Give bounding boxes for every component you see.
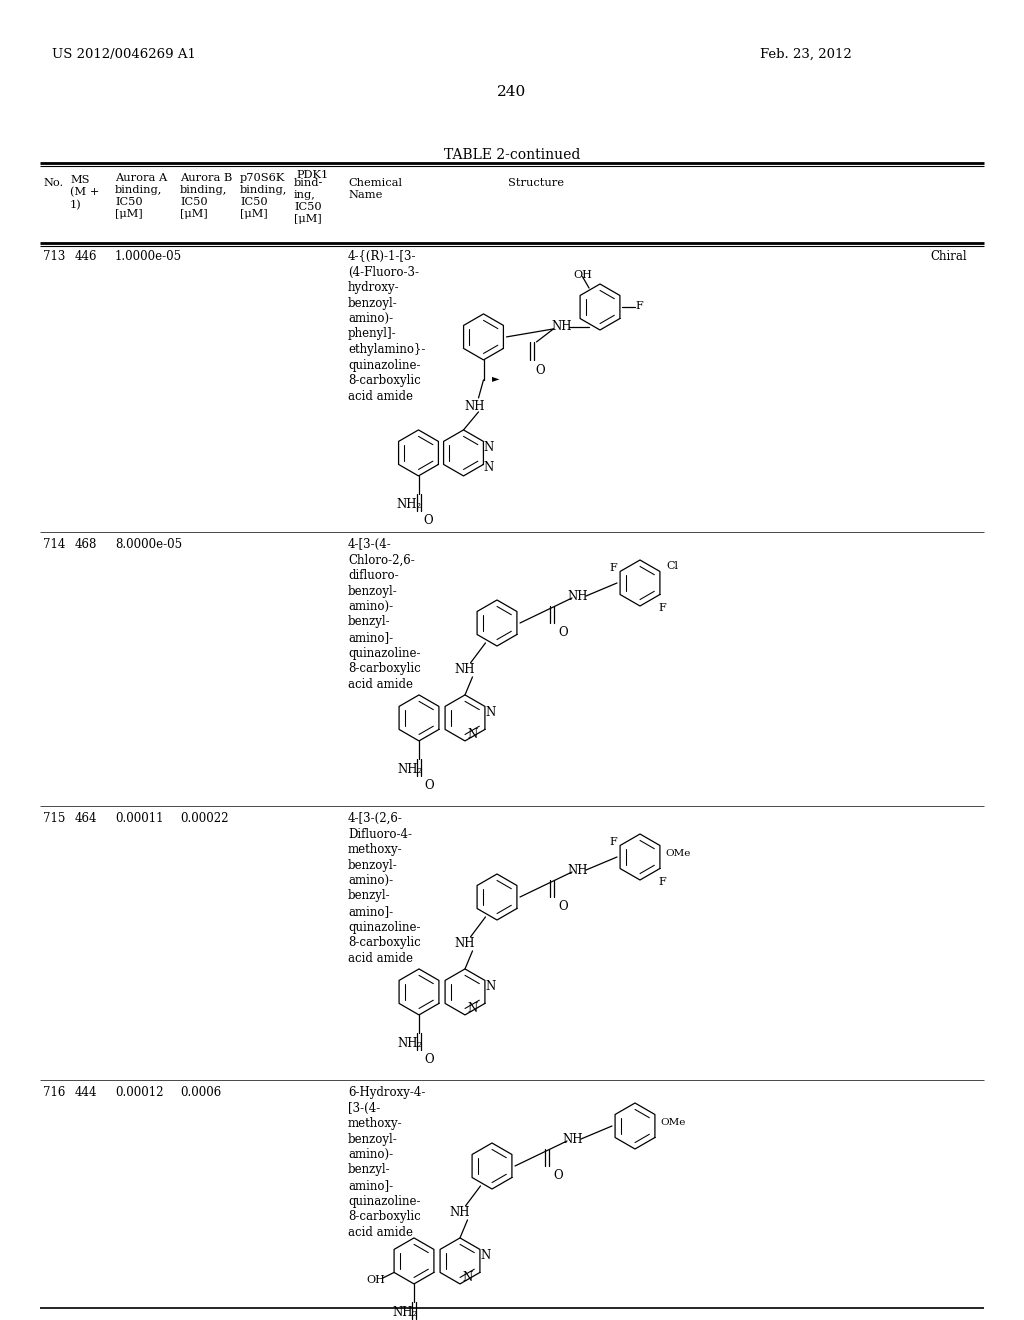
Text: 1.0000e-05: 1.0000e-05 bbox=[115, 249, 182, 263]
Text: 0.00011: 0.00011 bbox=[115, 812, 164, 825]
Text: O: O bbox=[558, 900, 567, 913]
Text: bind-
ing,
IC50
[μM]: bind- ing, IC50 [μM] bbox=[294, 178, 324, 224]
Text: 446: 446 bbox=[75, 249, 97, 263]
Text: NH: NH bbox=[567, 590, 588, 603]
Text: F: F bbox=[609, 564, 616, 573]
Text: 713: 713 bbox=[43, 249, 66, 263]
Text: 468: 468 bbox=[75, 539, 97, 550]
Text: N: N bbox=[485, 706, 496, 719]
Text: Chiral: Chiral bbox=[930, 249, 967, 263]
Text: F: F bbox=[635, 301, 643, 312]
Text: N: N bbox=[483, 441, 494, 454]
Text: NH: NH bbox=[450, 1206, 470, 1218]
Text: NH: NH bbox=[567, 865, 588, 876]
Text: N: N bbox=[483, 461, 494, 474]
Text: Aurora B
binding,
IC50
[μM]: Aurora B binding, IC50 [μM] bbox=[180, 173, 232, 219]
Text: Aurora A
binding,
IC50
[μM]: Aurora A binding, IC50 [μM] bbox=[115, 173, 167, 219]
Text: NH: NH bbox=[552, 319, 572, 333]
Text: 6-Hydroxy-4-
[3-(4-
methoxy-
benzoyl-
amino)-
benzyl-
amino]-
quinazoline-
8-car: 6-Hydroxy-4- [3-(4- methoxy- benzoyl- am… bbox=[348, 1086, 425, 1238]
Text: Chemical
Name: Chemical Name bbox=[348, 178, 402, 201]
Text: N: N bbox=[462, 1271, 472, 1284]
Text: NH₂: NH₂ bbox=[392, 1305, 417, 1319]
Text: 715: 715 bbox=[43, 812, 66, 825]
Text: 0.0006: 0.0006 bbox=[180, 1086, 221, 1100]
Text: F: F bbox=[658, 603, 666, 612]
Text: No.: No. bbox=[43, 178, 63, 187]
Text: O: O bbox=[536, 364, 545, 378]
Text: O: O bbox=[424, 513, 433, 527]
Text: O: O bbox=[424, 1053, 433, 1067]
Text: N: N bbox=[467, 727, 477, 741]
Text: Cl: Cl bbox=[666, 561, 678, 572]
Text: NH: NH bbox=[562, 1133, 583, 1146]
Text: OH: OH bbox=[573, 271, 592, 280]
Text: 4-[3-(2,6-
Difluoro-4-
methoxy-
benzoyl-
amino)-
benzyl-
amino]-
quinazoline-
8-: 4-[3-(2,6- Difluoro-4- methoxy- benzoyl-… bbox=[348, 812, 421, 965]
Text: 8.0000e-05: 8.0000e-05 bbox=[115, 539, 182, 550]
Text: NH₂: NH₂ bbox=[397, 1038, 422, 1049]
Text: PDK1: PDK1 bbox=[296, 170, 329, 180]
Text: OMe: OMe bbox=[665, 849, 690, 858]
Text: OMe: OMe bbox=[660, 1118, 685, 1127]
Text: NH: NH bbox=[465, 400, 485, 413]
Text: 4-{(R)-1-[3-
(4-Fluoro-3-
hydroxy-
benzoyl-
amino)-
phenyl]-
ethylamino}-
quinaz: 4-{(R)-1-[3- (4-Fluoro-3- hydroxy- benzo… bbox=[348, 249, 425, 403]
Text: 240: 240 bbox=[498, 84, 526, 99]
Text: 714: 714 bbox=[43, 539, 66, 550]
Text: 444: 444 bbox=[75, 1086, 97, 1100]
Text: MS
(M +
1): MS (M + 1) bbox=[70, 176, 99, 210]
Text: Structure: Structure bbox=[508, 178, 564, 187]
Text: p70S6K
binding,
IC50
[μM]: p70S6K binding, IC50 [μM] bbox=[240, 173, 288, 219]
Text: 464: 464 bbox=[75, 812, 97, 825]
Text: NH₂: NH₂ bbox=[396, 498, 422, 511]
Text: NH: NH bbox=[455, 663, 475, 676]
Text: 716: 716 bbox=[43, 1086, 66, 1100]
Text: O: O bbox=[424, 779, 433, 792]
Text: 0.00012: 0.00012 bbox=[115, 1086, 164, 1100]
Text: 4-[3-(4-
Chloro-2,6-
difluoro-
benzoyl-
amino)-
benzyl-
amino]-
quinazoline-
8-c: 4-[3-(4- Chloro-2,6- difluoro- benzoyl- … bbox=[348, 539, 421, 690]
Text: NH: NH bbox=[455, 937, 475, 950]
Text: F: F bbox=[658, 876, 666, 887]
Text: N: N bbox=[480, 1249, 490, 1262]
Text: NH₂: NH₂ bbox=[397, 763, 422, 776]
Text: ►: ► bbox=[492, 374, 499, 383]
Text: F: F bbox=[609, 837, 616, 847]
Text: US 2012/0046269 A1: US 2012/0046269 A1 bbox=[52, 48, 196, 61]
Text: 0.00022: 0.00022 bbox=[180, 812, 228, 825]
Text: Feb. 23, 2012: Feb. 23, 2012 bbox=[760, 48, 852, 61]
Text: N: N bbox=[485, 979, 496, 993]
Text: O: O bbox=[558, 626, 567, 639]
Text: TABLE 2-continued: TABLE 2-continued bbox=[443, 148, 581, 162]
Text: OH: OH bbox=[367, 1275, 385, 1286]
Text: N: N bbox=[467, 1002, 477, 1015]
Text: O: O bbox=[553, 1170, 562, 1181]
